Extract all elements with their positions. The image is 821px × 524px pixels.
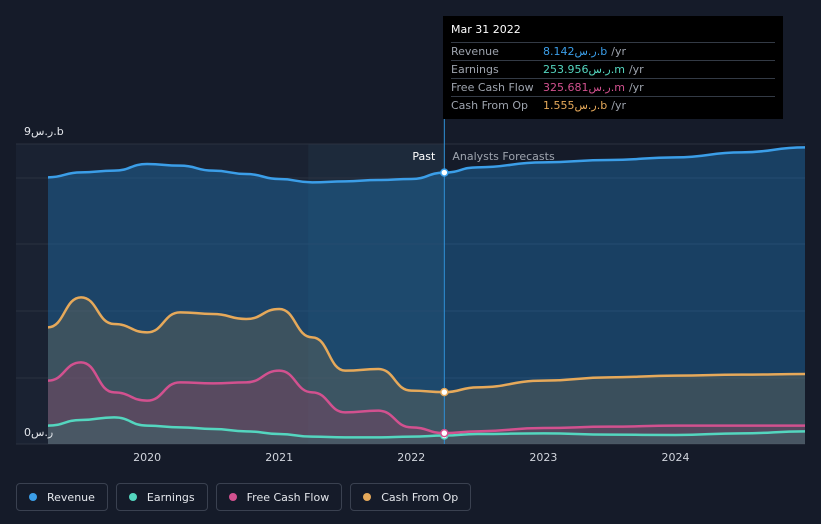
series-fill-revenue [48, 147, 805, 445]
tooltip-date: Mar 31 2022 [451, 23, 521, 36]
chart-legend: Revenue Earnings Free Cash Flow Cash Fro… [16, 483, 472, 511]
legend-label: Earnings [146, 490, 195, 504]
tooltip-row-earnings: Earnings 253.956ر.س.m /yr [451, 60, 775, 78]
tooltip-label: Earnings [451, 63, 499, 76]
legend-item-revenue[interactable]: Revenue [16, 483, 108, 511]
series-marker-free-cash-flow [440, 428, 449, 438]
x-tick-label: 2023 [529, 451, 557, 464]
tooltip-value: 325.681ر.س.m [543, 81, 625, 94]
tooltip-value: 253.956ر.س.m [543, 63, 625, 76]
tooltip-value: 1.555ر.س.b [543, 99, 608, 112]
series-marker-cash-from-op [440, 387, 449, 397]
legend-dot-icon [363, 493, 372, 501]
series-fill-cash-from-op [48, 297, 805, 444]
tooltip-unit: /yr [628, 81, 644, 94]
tooltip-unit: /yr [611, 99, 626, 112]
tooltip-value: 8.142ر.س.b [543, 45, 608, 58]
x-tick-label: 2024 [662, 451, 690, 464]
series-line-cash-from-op [47, 296, 806, 394]
forecast-label: Analysts Forecasts [452, 150, 555, 163]
chart-canvas: Past Analysts Forecasts 2020 2021 2022 2023 20… [16, 94, 806, 464]
data-tooltip: Mar 31 2022 Revenue 8.142ر.س.b /yr Earni… [443, 16, 783, 119]
y-axis-max-label: 9ر.س.b [24, 125, 64, 138]
series-line-revenue [47, 146, 806, 184]
x-tick-label: 2020 [133, 451, 161, 464]
legend-item-cash-from-op[interactable]: Cash From Op [350, 483, 472, 511]
series-line-free-cash-flow [47, 361, 805, 435]
legend-dot-icon [228, 493, 237, 501]
series-marker-revenue [440, 168, 449, 177]
highlight-region [308, 144, 445, 444]
tooltip-row-cash-from-op: Cash From Op 1.555ر.س.b /yr [451, 96, 775, 114]
past-label: Past [412, 150, 436, 163]
y-axis-min-label: 0ر.س [24, 426, 54, 439]
tooltip-row-revenue: Revenue 8.142ر.س.b /yr [451, 42, 775, 60]
tooltip-row-free-cash-flow: Free Cash Flow 325.681ر.س.m /yr [451, 78, 775, 96]
legend-dot-icon [29, 493, 37, 501]
legend-label: Cash From Op [381, 490, 459, 504]
tooltip-label: Revenue [451, 45, 499, 58]
legend-label: Revenue [47, 490, 95, 504]
series-fill-earnings [48, 417, 805, 444]
x-tick-label: 2022 [397, 451, 425, 464]
legend-label: Free Cash Flow [246, 490, 330, 504]
legend-item-earnings[interactable]: Earnings [115, 483, 208, 511]
x-tick-label: 2021 [265, 451, 293, 464]
legend-item-free-cash-flow[interactable]: Free Cash Flow [215, 483, 343, 511]
tooltip-label: Free Cash Flow [451, 81, 534, 94]
tooltip-unit: /yr [628, 63, 644, 76]
tooltip-label: Cash From Op [451, 99, 529, 112]
legend-dot-icon [128, 493, 137, 501]
series-line-earnings [47, 416, 806, 439]
tooltip-unit: /yr [611, 45, 626, 58]
